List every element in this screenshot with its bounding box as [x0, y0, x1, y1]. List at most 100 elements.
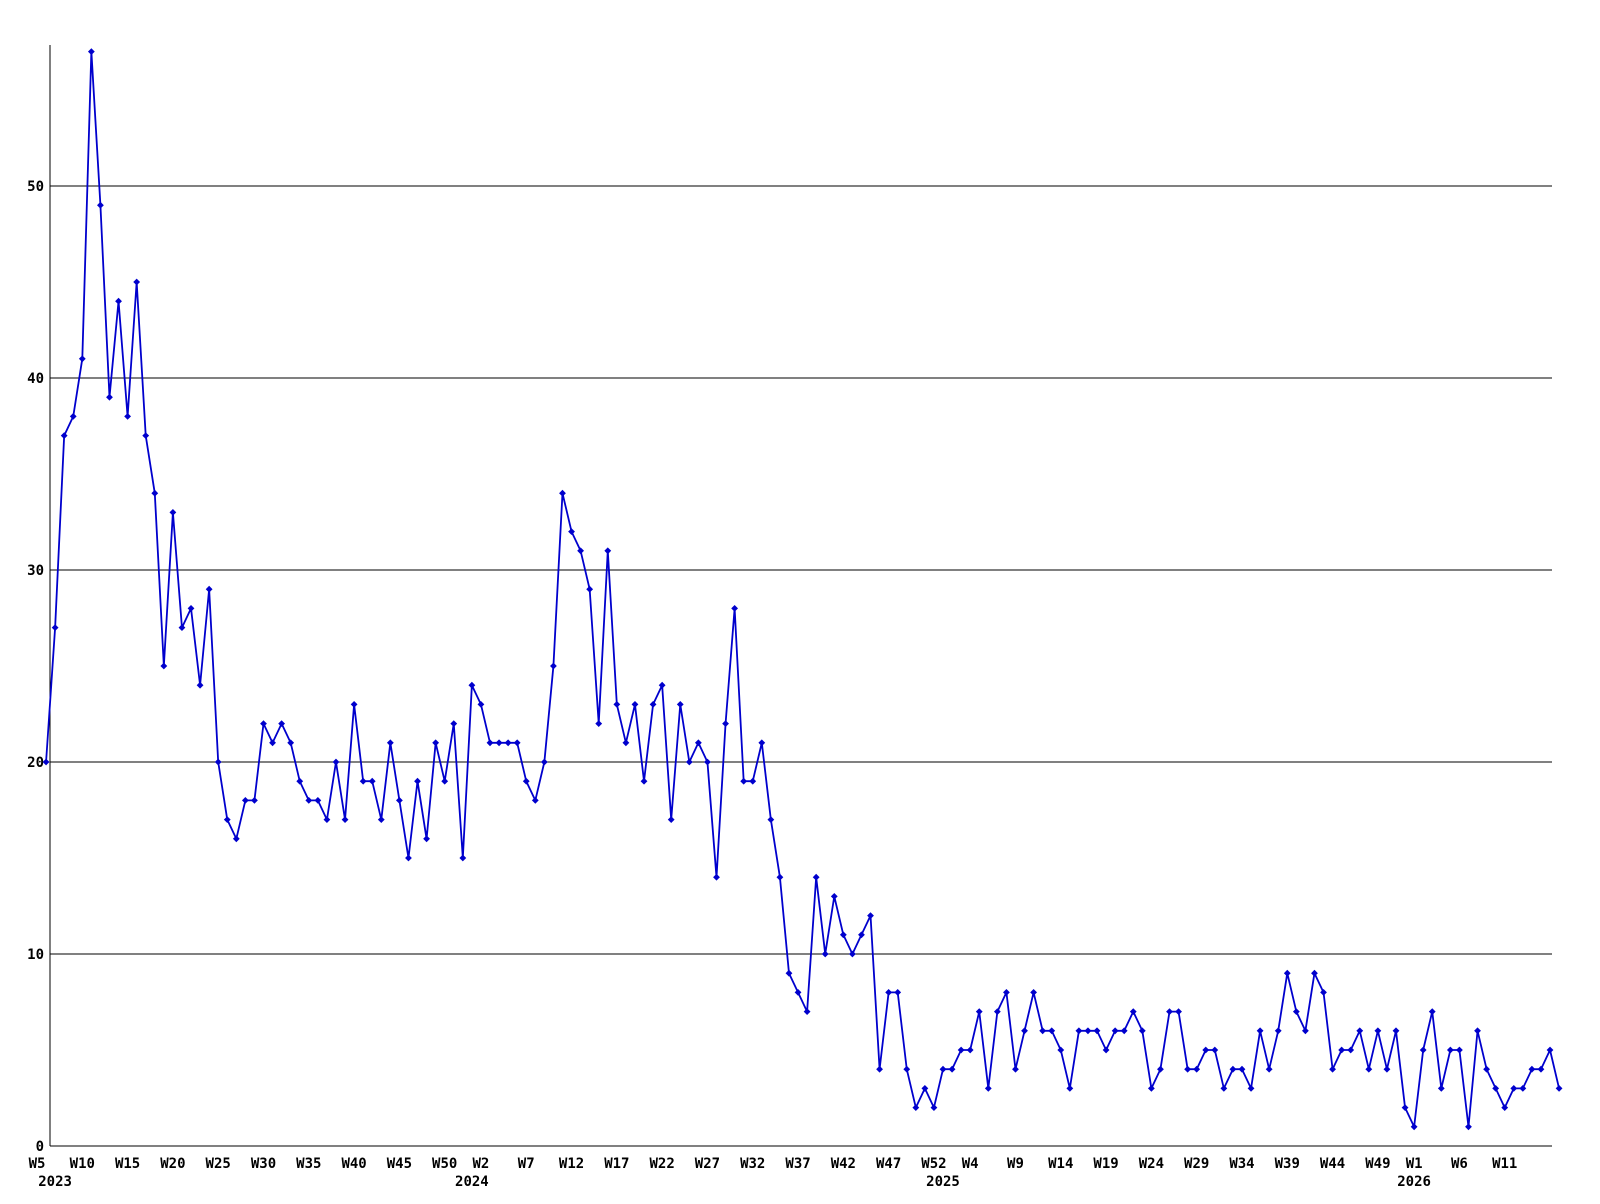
- x-axis-tick-label: W6: [1451, 1156, 1468, 1172]
- x-axis-tick-label: W24: [1139, 1156, 1164, 1172]
- data-point-marker: [685, 758, 693, 766]
- data-point-marker: [812, 873, 820, 881]
- data-point-marker: [740, 777, 748, 785]
- x-axis-tick-label: W27: [695, 1156, 720, 1172]
- data-point-marker: [1419, 1046, 1427, 1054]
- data-point-marker: [631, 701, 639, 708]
- data-point-marker: [450, 720, 458, 727]
- data-point-marker: [477, 701, 485, 708]
- data-point-marker: [803, 1008, 811, 1015]
- data-point-marker: [332, 758, 340, 766]
- data-point-marker: [1320, 989, 1327, 996]
- data-point-marker: [794, 989, 802, 996]
- data-point-marker: [713, 873, 720, 881]
- data-point-marker: [51, 624, 59, 631]
- x-axis-year-label: 2026: [1397, 1174, 1431, 1190]
- data-point-marker: [1528, 1065, 1536, 1073]
- data-point-marker: [504, 739, 512, 747]
- data-point-marker: [1048, 1027, 1056, 1035]
- data-point-marker: [495, 739, 503, 747]
- data-point-marker: [1274, 1027, 1282, 1035]
- data-point-marker: [432, 739, 440, 747]
- data-point-marker: [178, 624, 186, 631]
- data-point-marker: [867, 912, 874, 919]
- data-point-marker: [1093, 1027, 1101, 1035]
- x-axis-tick-label: W37: [785, 1156, 810, 1172]
- data-point-marker: [1483, 1065, 1490, 1073]
- data-point-marker: [296, 777, 304, 785]
- data-point-marker: [468, 681, 476, 689]
- data-point-marker: [568, 528, 575, 535]
- data-point-marker: [876, 1065, 883, 1073]
- x-axis-tick-label: W45: [387, 1156, 412, 1172]
- data-point-marker: [1256, 1027, 1264, 1035]
- data-point-marker: [577, 547, 584, 555]
- data-point-marker: [386, 739, 394, 747]
- data-series-line: [45, 50, 1560, 1128]
- data-point-marker: [241, 797, 249, 804]
- x-axis-tick-label: W17: [604, 1156, 629, 1172]
- x-axis-tick-label: W44: [1320, 1156, 1345, 1172]
- data-point-marker: [1075, 1027, 1083, 1035]
- data-point-marker: [1202, 1046, 1210, 1054]
- x-axis-tick-label: W34: [1229, 1156, 1254, 1172]
- data-point-marker: [1374, 1027, 1382, 1035]
- data-point-marker: [169, 509, 177, 516]
- x-axis-tick-label: W2: [473, 1156, 490, 1172]
- x-axis-tick-label: W40: [341, 1156, 366, 1172]
- data-point-marker: [694, 739, 702, 747]
- data-point-marker: [196, 681, 204, 689]
- data-point-marker: [559, 489, 566, 497]
- x-axis-tick-label: W52: [921, 1156, 946, 1172]
- x-axis-tick-label: W32: [740, 1156, 765, 1172]
- data-point-marker: [1437, 1085, 1445, 1092]
- data-point-marker: [1446, 1046, 1454, 1054]
- data-point-marker: [1129, 1008, 1137, 1015]
- data-point-marker: [223, 816, 231, 823]
- x-axis-year-label: 2024: [455, 1174, 489, 1190]
- data-point-marker: [1111, 1027, 1119, 1035]
- data-point-marker: [1166, 1008, 1173, 1015]
- data-point-marker: [776, 873, 784, 881]
- data-point-marker: [396, 797, 403, 804]
- data-point-marker: [966, 1046, 974, 1054]
- data-point-marker: [251, 797, 258, 804]
- data-point-marker: [151, 489, 159, 497]
- data-point-marker: [1311, 969, 1318, 977]
- data-point-marker: [133, 278, 141, 286]
- data-point-marker: [613, 701, 621, 708]
- y-axis-tick-label: 40: [27, 371, 44, 387]
- x-axis-tick-label: W39: [1275, 1156, 1300, 1172]
- data-point-marker: [359, 777, 367, 785]
- data-point-marker: [604, 547, 612, 555]
- data-point-marker: [1220, 1085, 1228, 1092]
- x-axis-tick-label: W49: [1365, 1156, 1390, 1172]
- data-point-marker: [1157, 1065, 1164, 1073]
- data-point-marker: [278, 720, 286, 727]
- data-point-marker: [1265, 1065, 1273, 1073]
- x-axis-tick-label: W29: [1184, 1156, 1209, 1172]
- data-point-marker: [214, 758, 222, 766]
- data-point-marker: [1084, 1027, 1092, 1035]
- y-axis-tick-label: 20: [27, 755, 44, 771]
- x-axis-tick-label: W30: [251, 1156, 276, 1172]
- data-point-marker: [1283, 969, 1291, 977]
- data-point-marker: [1120, 1027, 1128, 1035]
- data-point-marker: [1356, 1027, 1364, 1035]
- data-point-marker: [1039, 1027, 1047, 1035]
- data-point-marker: [1474, 1027, 1481, 1035]
- data-point-marker: [1003, 989, 1010, 996]
- data-point-marker: [69, 413, 77, 420]
- data-point-marker: [785, 969, 793, 977]
- data-point-marker: [405, 854, 412, 862]
- data-point-marker: [1555, 1085, 1563, 1092]
- data-point-marker: [1537, 1065, 1545, 1073]
- data-point-marker: [314, 797, 322, 804]
- data-point-marker: [550, 662, 557, 670]
- x-axis-tick-label: W7: [518, 1156, 535, 1172]
- data-point-marker: [540, 758, 548, 766]
- data-point-marker: [1057, 1046, 1065, 1054]
- data-point-marker: [767, 816, 775, 823]
- data-point-marker: [97, 201, 104, 209]
